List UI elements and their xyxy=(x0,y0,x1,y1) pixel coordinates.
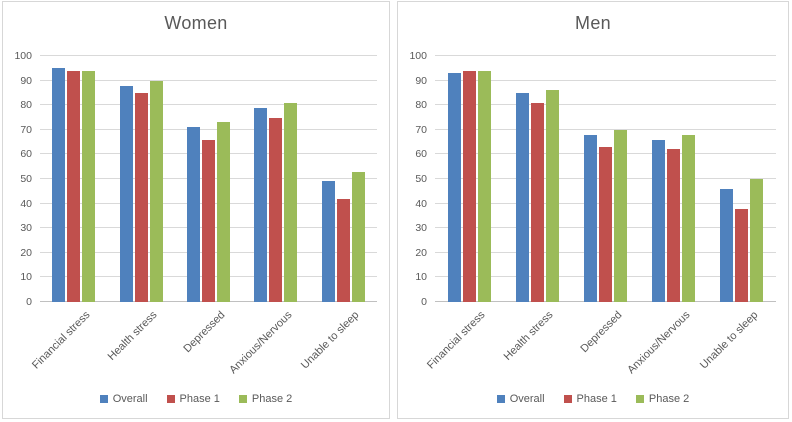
bar-group xyxy=(40,56,107,302)
legend-item[interactable]: Overall xyxy=(496,393,545,405)
bar-phase-2[interactable] xyxy=(351,171,365,302)
bar-group xyxy=(503,56,571,302)
women-chart: Women 0 10 20 30 40 50 60 70 80 90 100 Financial s… xyxy=(2,1,390,419)
bar-phase-2[interactable] xyxy=(613,129,627,302)
bar-overall[interactable] xyxy=(720,188,734,302)
y-axis-tick-label: 90 xyxy=(20,74,32,87)
bar-phase-1[interactable] xyxy=(67,70,81,302)
y-axis-tick-label: 90 xyxy=(415,74,427,87)
bar-overall[interactable] xyxy=(321,181,335,302)
legend-label: Phase 1 xyxy=(179,393,220,405)
legend-label: Phase 2 xyxy=(251,393,293,405)
bar-overall[interactable] xyxy=(254,107,268,302)
legend-item[interactable]: Phase 2 xyxy=(238,393,293,405)
bar-overall[interactable] xyxy=(583,134,597,302)
bar-phase-2[interactable] xyxy=(545,90,559,302)
legend-swatch-icon xyxy=(166,395,175,403)
gridline xyxy=(435,104,776,106)
bar-overall[interactable] xyxy=(515,92,529,302)
legend-item[interactable]: Overall xyxy=(99,393,148,405)
bar-overall[interactable] xyxy=(186,127,200,302)
x-axis-labels: Financial stress Health stress Depressed An… xyxy=(425,306,776,390)
legend-swatch-icon xyxy=(496,395,505,403)
y-axis-tick-label: 30 xyxy=(415,222,427,235)
legend: Overall Phase 1 Phase 2 xyxy=(398,393,788,405)
legend-swatch-icon xyxy=(563,395,572,403)
plot-area: 0 10 20 30 40 50 60 70 80 90 100 xyxy=(409,50,776,308)
legend-item[interactable]: Phase 1 xyxy=(563,393,617,405)
bar-group xyxy=(640,56,708,302)
y-axis-tick-label: 50 xyxy=(415,173,427,185)
gridline xyxy=(40,128,377,130)
y-axis-tick-label: 70 xyxy=(20,123,32,136)
legend-label: Phase 1 xyxy=(576,393,617,405)
y-axis-tick-label: 50 xyxy=(20,173,32,185)
gridline xyxy=(435,55,776,56)
y-axis-tick-label: 70 xyxy=(415,123,427,136)
chart-title: Women xyxy=(164,13,228,33)
gridline xyxy=(435,79,776,81)
y-axis-tick-label: 30 xyxy=(20,222,32,235)
x-axis-labels: Financial stress Health stress Depressed An… xyxy=(30,306,377,390)
bar-phase-2[interactable] xyxy=(682,134,696,302)
y-axis-tick-label: 10 xyxy=(415,271,427,284)
bar-phase-2[interactable] xyxy=(750,179,764,302)
bar-group xyxy=(242,56,309,302)
bar-phase-2[interactable] xyxy=(284,102,298,302)
y-axis-tick-label: 0 xyxy=(26,296,32,308)
y-axis-tick-label: 100 xyxy=(409,50,427,62)
bar-phase-1[interactable] xyxy=(598,147,612,302)
legend-swatch-icon xyxy=(99,395,108,403)
gridline xyxy=(40,55,377,56)
legend-label: Overall xyxy=(112,393,148,405)
y-axis-tick-label: 0 xyxy=(421,296,427,308)
y-axis-tick-label: 40 xyxy=(415,197,427,210)
bar-phase-1[interactable] xyxy=(667,149,681,302)
gridline xyxy=(40,79,377,81)
bar-phase-2[interactable] xyxy=(216,122,230,302)
gridline xyxy=(40,104,377,106)
y-axis-tick-label: 20 xyxy=(415,246,427,259)
bar-phase-1[interactable] xyxy=(336,198,350,302)
y-axis-tick-label: 20 xyxy=(20,246,32,259)
bar-group xyxy=(175,56,242,302)
y-axis-tick-label: 80 xyxy=(20,99,32,112)
y-axis-tick-label: 10 xyxy=(20,271,32,284)
bar-overall[interactable] xyxy=(52,68,66,302)
bar-group xyxy=(435,56,503,302)
men-chart: Men 0 10 20 30 40 50 60 70 80 90 100 Financial str… xyxy=(397,1,789,419)
bar-phase-1[interactable] xyxy=(201,139,215,302)
gridline xyxy=(435,128,776,130)
legend: Overall Phase 1 Phase 2 xyxy=(3,393,389,405)
bar-overall[interactable] xyxy=(447,73,461,302)
bar-phase-1[interactable] xyxy=(530,102,544,302)
bar-phase-2[interactable] xyxy=(82,70,96,302)
y-axis-tick-label: 100 xyxy=(14,50,32,62)
bar-phase-1[interactable] xyxy=(269,117,283,302)
plot-area: 0 10 20 30 40 50 60 70 80 90 100 xyxy=(14,50,377,308)
bar-phase-1[interactable] xyxy=(134,92,148,302)
bar-phase-1[interactable] xyxy=(735,208,749,302)
legend-item[interactable]: Phase 1 xyxy=(166,393,220,405)
bar-overall[interactable] xyxy=(119,85,133,302)
bar-phase-1[interactable] xyxy=(462,70,476,302)
legend-item[interactable]: Phase 2 xyxy=(635,393,690,405)
y-axis-tick-label: 60 xyxy=(20,148,32,161)
y-axis-tick-label: 80 xyxy=(415,99,427,112)
legend-label: Phase 2 xyxy=(648,393,690,405)
legend-swatch-icon xyxy=(635,395,644,403)
bar-group xyxy=(571,56,639,302)
bar-phase-2[interactable] xyxy=(477,70,491,302)
chart-title: Men xyxy=(575,13,611,33)
legend-label: Overall xyxy=(509,393,545,405)
y-axis-tick-label: 60 xyxy=(415,148,427,161)
bar-overall[interactable] xyxy=(652,139,666,302)
legend-swatch-icon xyxy=(238,395,247,403)
bar-group xyxy=(310,56,377,302)
y-axis-tick-label: 40 xyxy=(20,197,32,210)
bar-group xyxy=(107,56,174,302)
bar-phase-2[interactable] xyxy=(149,80,163,302)
bar-group xyxy=(708,56,776,302)
